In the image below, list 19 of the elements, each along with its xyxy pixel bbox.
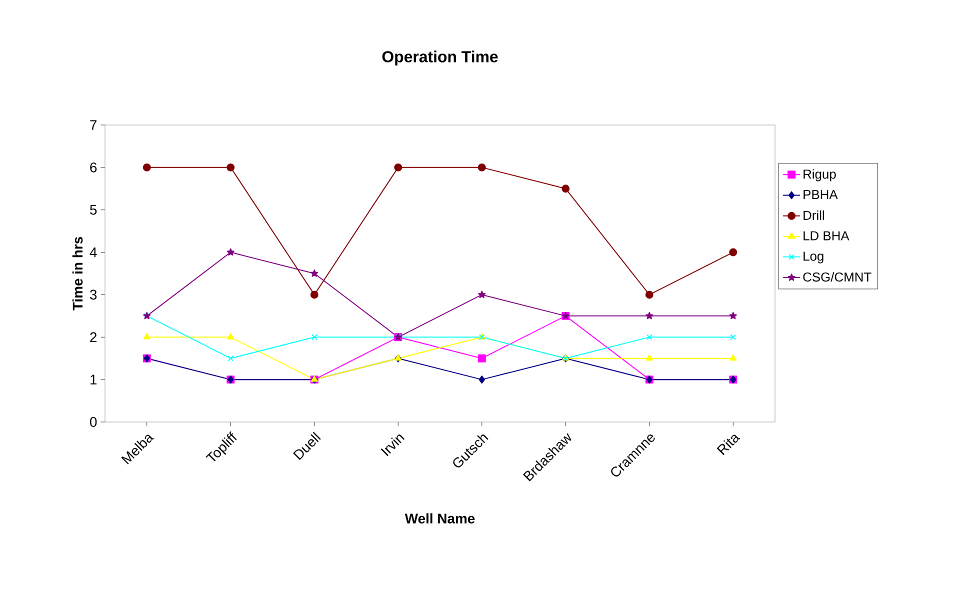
y-tick-label: 0: [90, 417, 97, 427]
y-tick-label: 4: [90, 247, 97, 258]
legend-label: Rigup: [804, 169, 836, 182]
legend-label: Drill: [804, 210, 824, 220]
legend-label: LD BHA: [804, 231, 850, 240]
y-tick-label: 7: [90, 120, 97, 130]
x-tick-label: Rita: [716, 434, 740, 456]
y-tick-label: 1: [90, 374, 97, 384]
legend-label: Log: [804, 252, 824, 264]
legend-label: CSG/CMNT: [803, 272, 872, 282]
x-tick-label: Irvin: [380, 434, 405, 456]
y-axis-title: Time in hrs: [72, 236, 83, 310]
y-tick-label: 5: [90, 204, 97, 215]
chart-title: Operation Time: [382, 50, 498, 66]
y-tick-label: 2: [90, 332, 97, 342]
y-tick-label: 6: [90, 162, 97, 172]
legend-label: PBHA: [804, 190, 838, 199]
x-axis-title: Well Name: [404, 513, 475, 524]
y-tick-label: 3: [90, 290, 97, 300]
